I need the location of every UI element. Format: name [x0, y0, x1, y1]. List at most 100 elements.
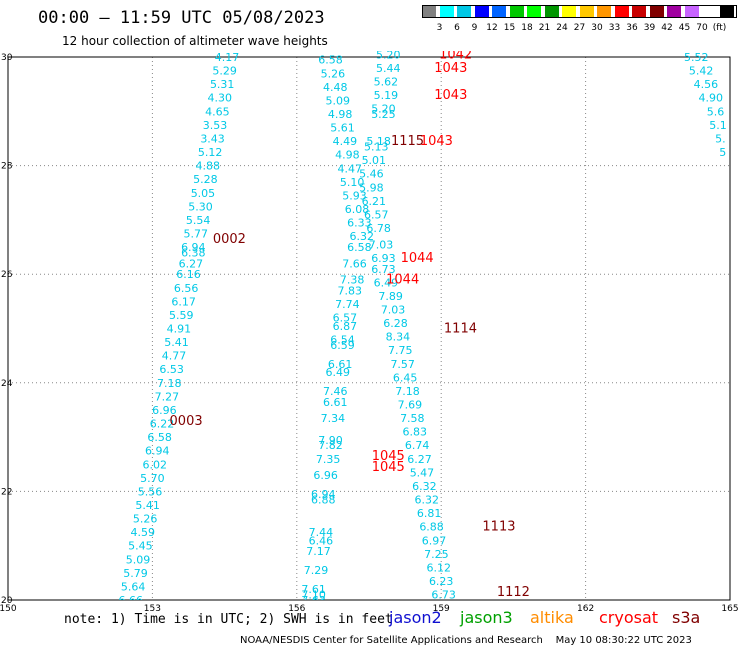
- wave-height-value: 7.46: [323, 385, 348, 398]
- wave-height-value: 6.46: [309, 534, 334, 547]
- wave-height-value: 6.21: [362, 195, 387, 208]
- scale-swatch: [684, 5, 699, 18]
- wave-height-value: 6.66: [118, 594, 143, 607]
- wave-height-value: 5.18: [366, 135, 391, 148]
- wave-height-value: 6.28: [383, 317, 408, 330]
- wave-height-value: 6.61: [323, 396, 348, 409]
- y-tick-label: 30: [1, 53, 13, 63]
- scale-swatch: [422, 5, 436, 18]
- wave-height-value: 6.58: [318, 54, 343, 67]
- scale-label: 12: [486, 23, 498, 33]
- wave-height-value: 5.45: [128, 540, 153, 553]
- scale-swatch: [562, 5, 576, 18]
- scale-label: 27: [573, 23, 586, 33]
- wave-height-value: 5.64: [121, 580, 146, 593]
- wave-height-value: 4.98: [335, 149, 360, 162]
- wave-height-value: 6.23: [429, 575, 454, 588]
- wave-height-value: 4.88: [196, 160, 221, 173]
- x-tick-label: 153: [144, 604, 161, 614]
- wave-height-value: 5.98: [359, 181, 384, 194]
- wave-height-value: 4.17: [215, 51, 240, 64]
- wave-height-value: 6.94: [181, 241, 206, 254]
- scale-swatch: [509, 5, 524, 18]
- wave-height-value: 7.63: [301, 594, 326, 607]
- x-tick-label: 156: [288, 604, 305, 614]
- wave-height-value: 4.59: [131, 526, 156, 539]
- wave-height-value: 3.43: [200, 132, 225, 145]
- scale-swatch: [719, 5, 734, 18]
- wave-height-value: 5.79: [123, 567, 148, 580]
- wave-height-value: 8.34: [386, 331, 411, 344]
- pass-id-label: 1115: [391, 134, 424, 149]
- wave-height-value: 4.98: [328, 108, 353, 121]
- pass-id-label: 1043: [434, 88, 467, 103]
- wave-height-value: 7.03: [369, 238, 394, 251]
- wave-height-value: 6.88: [419, 521, 444, 534]
- scale-label: 15: [503, 23, 516, 33]
- wave-height-value: 5.20: [371, 103, 396, 116]
- pass-id-label: 1042: [439, 47, 472, 62]
- scale-label: 45: [678, 23, 691, 33]
- pass-id-label: 0002: [213, 232, 246, 247]
- data-layer: 4.175.295.314.304.653.533.435.124.885.28…: [118, 47, 726, 607]
- wave-height-value: 6.58: [147, 431, 172, 444]
- wave-height-value: 6.17: [171, 295, 196, 308]
- wave-height-value: 6.27: [179, 257, 204, 270]
- wave-height-value: 5.62: [374, 75, 399, 88]
- satellite-s3a: s3a: [672, 608, 701, 627]
- scale-label: 42: [661, 23, 673, 33]
- wave-height-value: 6.73: [371, 263, 396, 276]
- scale-label: 24: [556, 23, 568, 33]
- wave-height-value: 6.12: [427, 561, 452, 574]
- wave-height-value: 7.82: [318, 439, 343, 452]
- wave-height-value: 7.35: [316, 453, 341, 466]
- pass-id-label: 1045: [372, 460, 405, 475]
- wave-height-value: 3.53: [203, 119, 228, 132]
- pass-id-label: 1112: [497, 585, 530, 600]
- scale-label: 30: [591, 23, 603, 33]
- wave-height-value: 5.59: [169, 309, 194, 322]
- scale-label: 6: [454, 23, 460, 33]
- wave-height-value: 5.61: [330, 122, 355, 135]
- wave-height-value: 5.77: [183, 227, 208, 240]
- wave-height-value: 5.46: [359, 168, 384, 181]
- wave-height-value: 5.52: [684, 51, 709, 64]
- scale-swatch: [702, 5, 716, 18]
- wave-height-value: 7.89: [378, 290, 403, 303]
- wave-height-value: 6.32: [412, 480, 437, 493]
- wave-height-value: 7.75: [388, 344, 413, 357]
- wave-height-value: 6.58: [347, 241, 372, 254]
- scale-label: 39: [643, 23, 656, 33]
- wave-height-value: 7.29: [304, 564, 329, 577]
- wave-height-value: 6.16: [176, 268, 201, 281]
- wave-height-value: 6.61: [328, 358, 353, 371]
- wave-height-value: 5.26: [321, 67, 346, 80]
- wave-height-value: 7.10: [301, 589, 326, 602]
- pass-id-label: 1045: [372, 449, 405, 464]
- wave-height-value: 6.38: [181, 246, 206, 259]
- wave-height-value: 4.47: [337, 162, 362, 175]
- scale-swatch: [649, 5, 664, 18]
- wave-height-value: 7.27: [155, 390, 180, 403]
- wave-height-value: 6.27: [407, 453, 432, 466]
- wave-height-value: 6.22: [150, 418, 175, 431]
- wave-height-value: 5.29: [212, 65, 237, 78]
- wave-height-value: 7.69: [398, 399, 423, 412]
- scale-swatch: [579, 5, 594, 18]
- wave-height-value: 6.96: [152, 404, 177, 417]
- scale-swatch: [439, 5, 454, 18]
- wave-height-value: 4.30: [208, 92, 233, 105]
- pass-id-label: 1043: [420, 134, 453, 149]
- footnote: note: 1) Time is in UTC; 2) SWH is in fe…: [64, 612, 393, 627]
- wave-height-value: 4.77: [162, 350, 187, 363]
- wave-height-value: 6.93: [371, 252, 396, 265]
- scale-label: 21: [538, 23, 551, 33]
- wave-height-value: 4.90: [698, 92, 723, 105]
- wave-height-value: 4.91: [167, 323, 192, 336]
- wave-height-value: 5.70: [140, 472, 165, 485]
- x-tick-label: 150: [0, 604, 17, 614]
- wave-height-value: 7.44: [309, 526, 334, 539]
- wave-height-value: 7.66: [342, 257, 367, 270]
